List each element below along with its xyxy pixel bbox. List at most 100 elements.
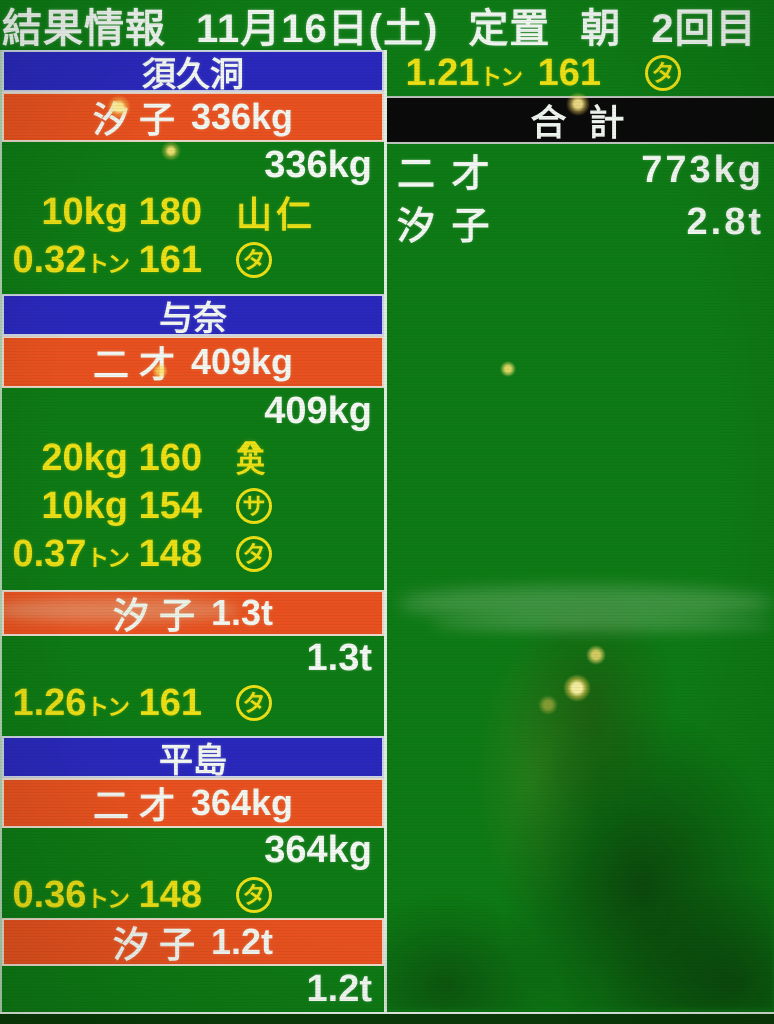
total-row: 二 才 773kg (387, 144, 774, 196)
sale-row: 10kg 180 山仁 (2, 188, 384, 236)
species-weight-bar: 汐 子 336kg (2, 92, 384, 142)
price-value: 161 (138, 681, 202, 724)
weight-value: 336kg (190, 96, 294, 137)
sale-row: 1.21トン 161 タ (387, 50, 774, 96)
subtotal-value: 1.3t (2, 636, 384, 680)
qty-unit: トン (479, 63, 523, 90)
buyer-mark-circled-sa: サ (236, 488, 272, 524)
totals-title: 合 計 (530, 102, 631, 143)
total-species-label: 二 才 (397, 153, 493, 196)
qty-number: 0.37 (12, 532, 87, 575)
buyer-mark-wrap: タ (645, 55, 681, 91)
sale-row: 20kg 160 ∧ 英 (2, 434, 384, 482)
weight-value: 409kg (190, 341, 294, 382)
price-value: 148 (138, 873, 202, 916)
qty-unit: トン (86, 885, 130, 912)
price-value: 180 (138, 190, 202, 233)
qty-value: 1.26トン (2, 681, 130, 725)
sale-row: 0.37トン 148 タ (2, 530, 384, 578)
locations-column: 須久洞 汐 子 336kg 336kg 10kg 180 山仁 0.32トン 1… (0, 50, 384, 1012)
species-label: 汐 子 (92, 99, 175, 140)
subtotal-value: 409kg (2, 388, 384, 434)
buyer-mark-circled-ta: タ (236, 685, 272, 721)
totals-column: 1.21トン 161 タ 合 計 二 才 773kg 汐 子 2.8t (384, 50, 774, 1012)
yama-roof-glyph: ∧ (230, 435, 271, 456)
weight-value: 1.3t (210, 592, 274, 633)
buyer-mark-circled-ta: タ (236, 242, 272, 278)
qty-value: 10kg (2, 485, 128, 528)
buyer-mark-wrap: タ (236, 536, 272, 572)
location-header-sukudo: 須久洞 (2, 50, 384, 94)
subtotal-text: 409kg (264, 389, 372, 432)
buyer-mark-wrap: 山仁 (236, 186, 316, 238)
subtotal-text: 336kg (264, 143, 372, 186)
subtotal-text: 364kg (264, 828, 372, 871)
weight-value: 1.2t (210, 921, 274, 962)
qty-unit: トン (86, 544, 130, 571)
sale-row: 0.36トン 148 タ (2, 872, 384, 918)
location-header-hirashima: 平島 (2, 736, 384, 780)
qty-value: 0.32トン (2, 238, 130, 282)
fishing-method-label: 定置 (468, 7, 551, 51)
sale-row: 0.32トン 161 タ (2, 236, 384, 284)
species-weight-bar: 汐 子 1.3t (2, 590, 384, 636)
price-value: 148 (138, 532, 202, 575)
total-species-label: 汐 子 (397, 205, 493, 248)
location-name: 与奈 (159, 299, 227, 338)
weight-value: 364kg (190, 782, 294, 823)
buyer-mark-wrap: サ (236, 488, 272, 524)
screen-bottom-bezel (0, 1012, 774, 1024)
subtotal-value: 336kg (2, 142, 384, 188)
location-header-yona: 与奈 (2, 294, 384, 338)
empty-green-area (387, 248, 774, 1012)
buyer-mark-circled-ta: タ (236, 877, 272, 913)
buyer-mark-wrap: タ (236, 877, 272, 913)
price-value: 154 (138, 484, 202, 527)
species-weight-bar: 汐 子 1.2t (2, 918, 384, 966)
price-value: 160 (138, 436, 202, 479)
subtotal-value: 364kg (2, 828, 384, 872)
qty-number: 0.32 (12, 238, 87, 281)
qty-value: 0.36トン (2, 873, 130, 917)
sale-row: 1.26トン 161 タ (2, 680, 384, 726)
qty-number: 1.26 (12, 681, 87, 724)
qty-unit: トン (86, 250, 130, 277)
sale-row: 10kg 154 サ (2, 482, 384, 530)
qty-value: 0.37トン (2, 532, 130, 576)
subtotal-value: 1.2t (2, 966, 384, 1012)
qty-value: 20kg (2, 437, 128, 480)
buyer-mark-yamani: 山仁 (236, 194, 317, 235)
species-weight-bar: 二 才 409kg (2, 336, 384, 388)
price-value: 161 (138, 238, 202, 281)
qty-unit: kg (83, 484, 128, 527)
qty-number: 1.21 (405, 51, 480, 94)
location-name: 須久洞 (142, 55, 244, 94)
species-label: 二 才 (92, 785, 175, 826)
totals-header: 合 計 (387, 96, 774, 144)
subtotal-text: 1.2t (306, 967, 372, 1010)
qty-number: 10 (41, 190, 84, 233)
buyer-mark-circled-ta: タ (645, 55, 681, 91)
species-weight-bar: 二 才 364kg (2, 778, 384, 828)
buyer-mark-circled-ta: タ (236, 536, 272, 572)
buyer-mark-wrap: ∧ 英 (230, 437, 271, 478)
title-bar: 結果情報 11月16日(土) 定置 朝 2回目 (0, 0, 774, 51)
qty-unit: kg (83, 436, 128, 479)
qty-number: 10 (41, 484, 84, 527)
qty-number: 0.36 (12, 873, 87, 916)
board-columns: 須久洞 汐 子 336kg 336kg 10kg 180 山仁 0.32トン 1… (0, 50, 774, 1012)
qty-value: 1.21トン (403, 51, 523, 95)
buyer-mark-wrap: タ (236, 685, 272, 721)
species-label: 汐 子 (112, 595, 195, 636)
round-label: 2回目 (651, 7, 757, 51)
total-weight-value: 2.8t (686, 200, 764, 243)
price-value: 161 (537, 51, 601, 94)
total-row: 汐 子 2.8t (387, 196, 774, 248)
qty-unit: トン (86, 693, 130, 720)
qty-number: 20 (41, 436, 84, 479)
species-label: 汐 子 (112, 924, 195, 965)
location-name: 平島 (159, 741, 227, 780)
buyer-mark-yama-ei: ∧ 英 (230, 437, 271, 478)
qty-value: 10kg (2, 191, 128, 234)
